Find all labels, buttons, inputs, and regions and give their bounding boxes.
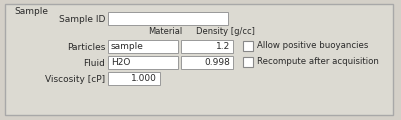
Text: 0.998: 0.998: [204, 58, 230, 67]
FancyBboxPatch shape: [5, 4, 393, 115]
Text: Material: Material: [148, 27, 182, 36]
Text: H2O: H2O: [111, 58, 130, 67]
FancyBboxPatch shape: [108, 12, 228, 25]
FancyBboxPatch shape: [108, 56, 178, 69]
Text: Density [g/cc]: Density [g/cc]: [196, 27, 255, 36]
FancyBboxPatch shape: [181, 56, 233, 69]
Text: Fluid: Fluid: [83, 60, 105, 69]
Text: sample: sample: [111, 42, 144, 51]
FancyBboxPatch shape: [108, 72, 160, 85]
Text: Recompute after acquisition: Recompute after acquisition: [257, 57, 379, 66]
Text: Sample ID: Sample ID: [59, 15, 105, 24]
FancyBboxPatch shape: [243, 57, 253, 67]
Text: Allow positive buoyancies: Allow positive buoyancies: [257, 42, 369, 51]
FancyBboxPatch shape: [243, 41, 253, 51]
Text: 1.2: 1.2: [216, 42, 230, 51]
Text: 1.000: 1.000: [131, 74, 157, 83]
Text: Sample: Sample: [14, 7, 48, 17]
Text: Viscosity [cP]: Viscosity [cP]: [45, 75, 105, 84]
Text: Particles: Particles: [67, 44, 105, 53]
FancyBboxPatch shape: [181, 40, 233, 53]
FancyBboxPatch shape: [108, 40, 178, 53]
